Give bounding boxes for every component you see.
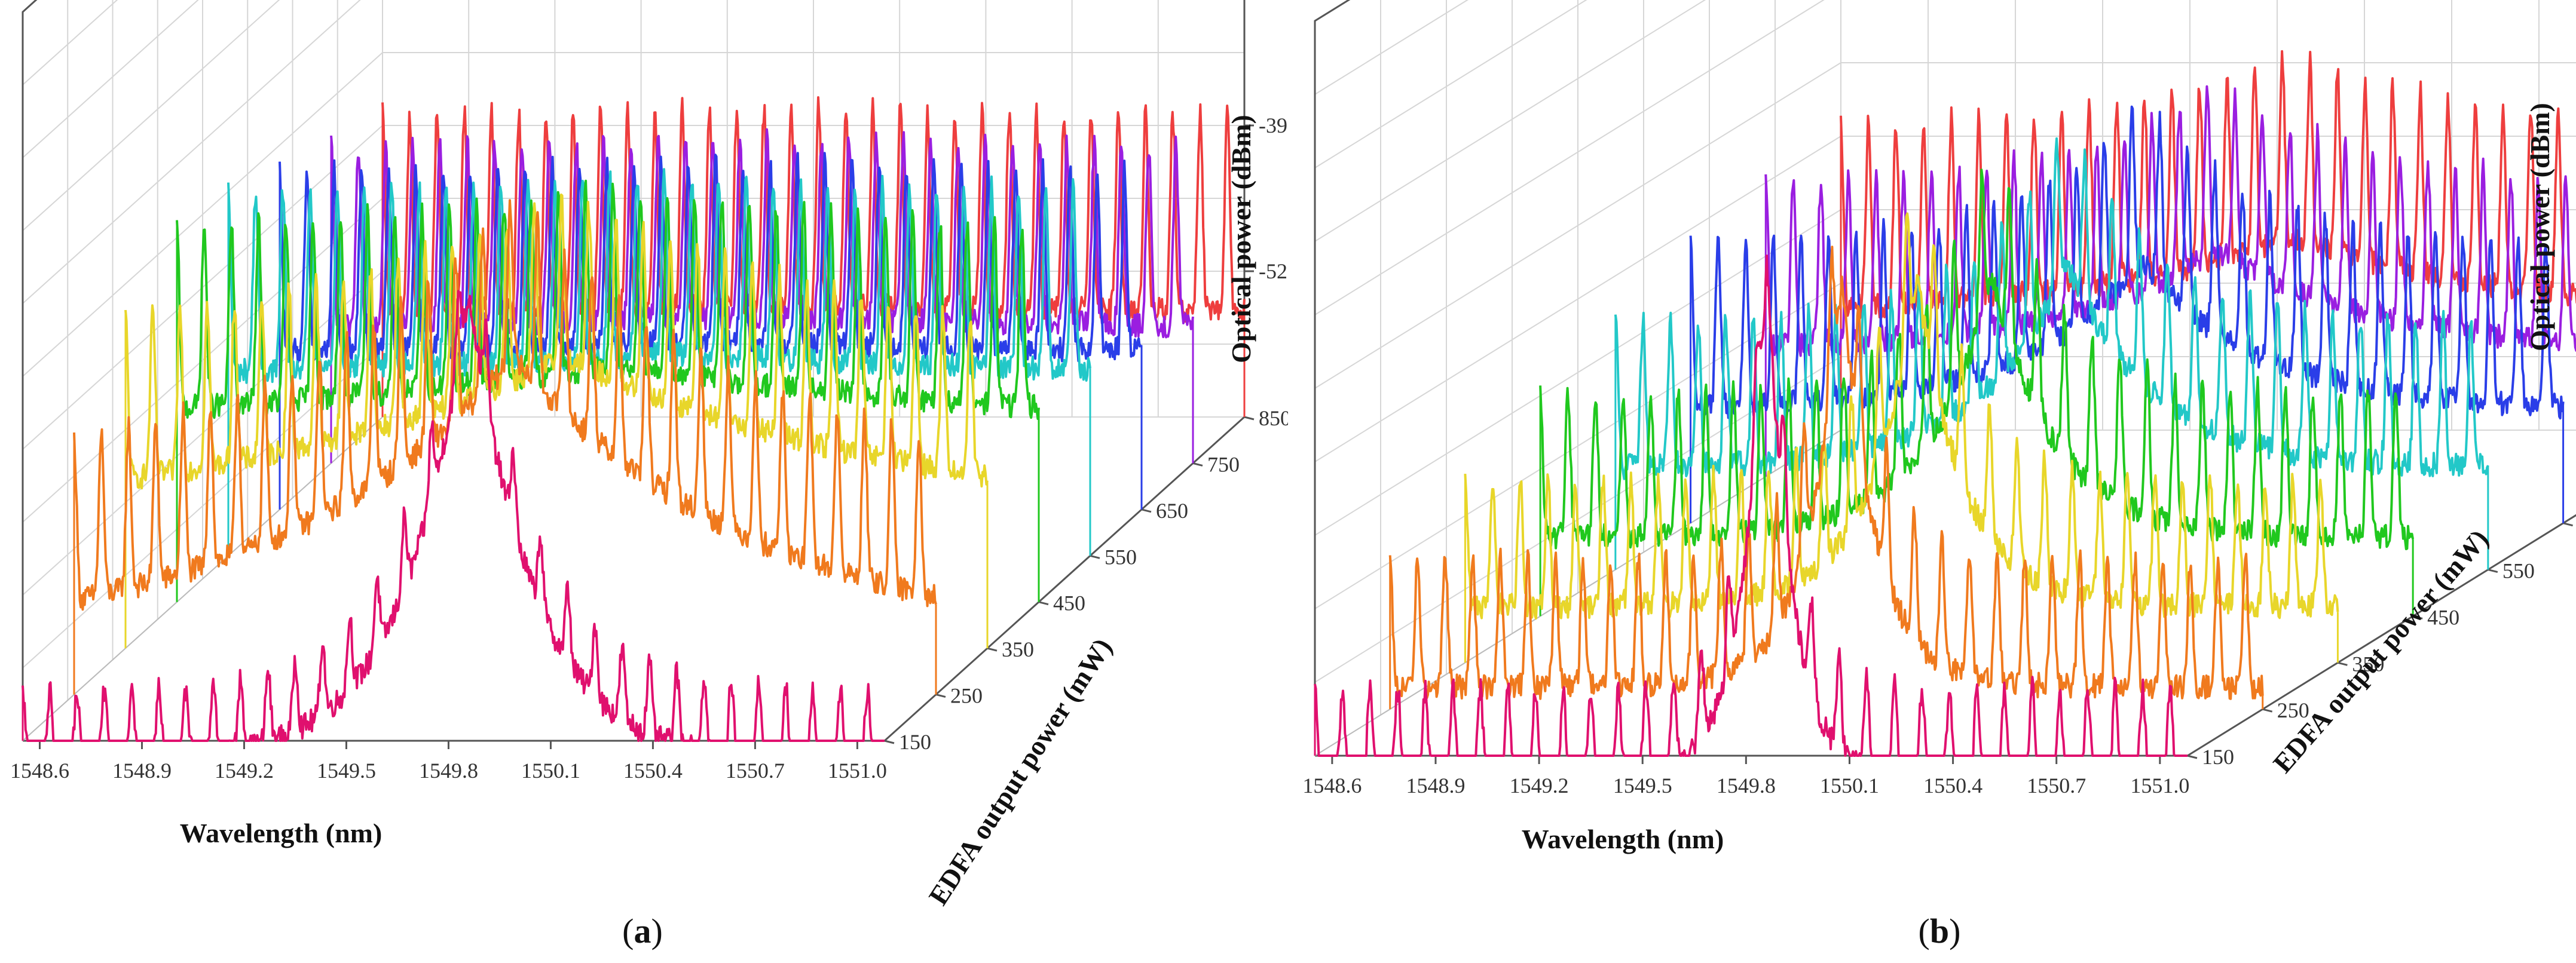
- x-tick-label: 1550.1: [521, 759, 580, 783]
- y-tick-mark: [1038, 601, 1049, 606]
- y-tick-label: 250: [950, 684, 983, 708]
- series-350-mw-trace: [124, 193, 989, 490]
- grid-line-side-horizontal: [22, 0, 199, 158]
- y-tick-mark: [2187, 755, 2198, 759]
- y-tick-mark: [1090, 554, 1100, 559]
- x-tick-label: 1549.8: [1717, 774, 1776, 798]
- grid-line-side-horizontal: [22, 0, 118, 85]
- x-tick-label: 1548.6: [10, 759, 69, 783]
- y-tick-mark: [987, 647, 998, 652]
- caption-a: (a): [622, 912, 663, 950]
- y-tick-label: 250: [2277, 698, 2309, 722]
- caption-b: (b): [1919, 912, 1961, 950]
- y-tick-label: 850: [1259, 406, 1288, 430]
- x-tick-labels: 1548.6 1548.9 1549.2 1549.5 1549.8 1550.1 1550…: [10, 741, 887, 783]
- axis-top-edge: [22, 0, 38, 741]
- y-tick-mark: [2338, 661, 2348, 666]
- y-tick-mark: [1192, 462, 1203, 467]
- series-traces: [1314, 50, 2576, 757]
- y-tick-label: 350: [2352, 652, 2384, 676]
- y-tick-label: 550: [2502, 559, 2535, 583]
- x-axis-title: Wavelength (nm): [1522, 824, 1724, 854]
- y-tick-label: 450: [2427, 605, 2459, 629]
- x-tick-label: 1549.5: [1613, 774, 1672, 798]
- y-tick-mark: [2563, 522, 2573, 527]
- z-axis-title: Optical power (dBm): [2525, 103, 2555, 351]
- y-tick-mark: [935, 694, 946, 698]
- y-tick-label: 750: [1207, 452, 1240, 476]
- series-150-mw-trace: [22, 290, 885, 742]
- y-tick-mark: [884, 740, 895, 744]
- y-tick-mark: [2412, 615, 2423, 619]
- x-tick-label: 1550.4: [1923, 774, 1983, 798]
- x-tick-label: 1548.9: [112, 759, 172, 783]
- y-tick-label: 150: [2202, 745, 2234, 769]
- x-tick-labels: 1548.6 1548.9 1549.2 1549.5 1549.8 1550.1 1550…: [1302, 756, 2189, 798]
- x-tick-label: 1550.1: [1820, 774, 1879, 798]
- x-tick-label: 1549.8: [419, 759, 478, 783]
- x-tick-label: 1550.7: [726, 759, 785, 783]
- z-axis-title: Optical power (dBm): [1226, 115, 1256, 363]
- x-tick-label: 1549.2: [1510, 774, 1569, 798]
- y-tick-label: 450: [1053, 591, 1085, 615]
- panel-b: 1548.6 1548.9 1549.2 1549.5 1549.8 1550.1 1550…: [1288, 0, 2576, 963]
- waterfall-chart-a: 1548.6 1548.9 1549.2 1549.5 1549.8 1550.1 1550…: [10, 0, 1288, 950]
- y-tick-label: 550: [1105, 545, 1137, 569]
- z-tick-label: -52: [1259, 259, 1287, 283]
- y-tick-mark: [1141, 508, 1152, 513]
- y-tick-label: 150: [899, 730, 931, 754]
- x-tick-label: 1551.0: [828, 759, 887, 783]
- x-tick-label: 1548.9: [1406, 774, 1465, 798]
- x-tick-label: 1551.0: [2130, 774, 2189, 798]
- y-tick-label: 650: [1156, 499, 1188, 523]
- series-150-mw-trace: [1314, 254, 2188, 757]
- x-tick-label: 1549.2: [215, 759, 274, 783]
- y-axis-title: EDFA output power (mW): [2267, 524, 2494, 779]
- x-tick-label: 1548.6: [1302, 774, 1362, 798]
- x-tick-label: 1550.7: [2027, 774, 2086, 798]
- series-250-mw-trace: [1388, 246, 2264, 700]
- series-traces: [22, 96, 1246, 742]
- axis-top-edge: [1314, 0, 1351, 756]
- y-tick-mark: [2262, 708, 2273, 713]
- grid-line-side-horizontal: [1314, 0, 1469, 95]
- y-tick-label: 350: [1002, 637, 1034, 661]
- x-tick-label: 1549.5: [317, 759, 376, 783]
- y-tick-mark: [2488, 569, 2498, 573]
- depth-axis-line: [1314, 430, 1841, 756]
- waterfall-chart-b: 1548.6 1548.9 1549.2 1549.5 1549.8 1550.1 1550…: [1302, 0, 2576, 950]
- y-tick-labels: 150 250 350 450 550 650 750 850: [884, 406, 1288, 754]
- y-axis-title: EDFA output power (mW): [923, 633, 1118, 910]
- x-tick-label: 1550.4: [623, 759, 683, 783]
- y-tick-mark: [1244, 416, 1255, 421]
- panel-a: 1548.6 1548.9 1549.2 1549.5 1549.8 1550.1 1550…: [10, 0, 1288, 950]
- series-250-mw-trace: [73, 199, 937, 611]
- z-tick-label: -39: [1259, 114, 1287, 137]
- z-tick-labels: 0-13-26-39-52: [1244, 114, 1287, 283]
- x-axis-title: Wavelength (nm): [180, 818, 383, 848]
